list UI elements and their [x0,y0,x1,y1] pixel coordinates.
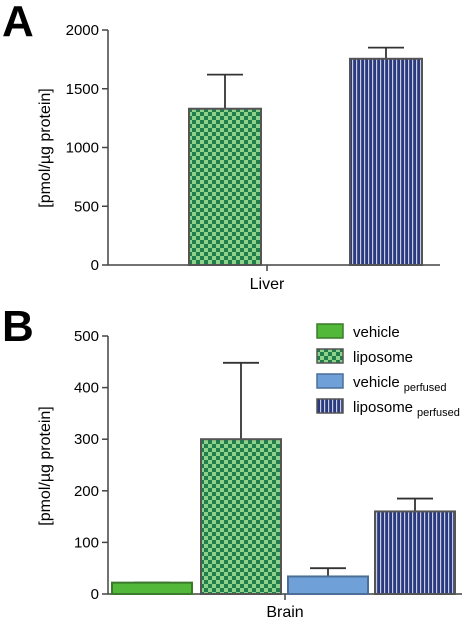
panel-b-bar-vehicle [111,581,193,596]
panel-b-y-tick-label: 200 [74,483,99,500]
panel-a-y-tick-label: 500 [74,198,99,215]
panel-b-legend: vehicle liposome vehicle perfused liposome pe… [316,323,460,419]
panel-a-bar-liposome [188,107,262,266]
panel-b-bar-vehicle-perfused [287,575,369,595]
panel-a-bar-liposome-perfused [349,57,423,266]
panel-b-y-tick-label: 500 [74,328,99,345]
panel-b-y-axis-title: [pmol/µg protein] [37,406,54,526]
legend-label-liposome-perfused: liposome perfused [353,399,460,419]
panel-a-category-label: Liver [250,276,285,293]
panel-a-y-axis-title: [pmol/µg protein] [37,88,54,208]
panel-b-y-tick-label: 0 [91,586,99,603]
legend-label-vehicle-perfused: vehicle perfused [353,374,447,394]
legend-label-liposome: liposome [353,349,413,366]
legend-swatch-vehicle-perfused [316,373,344,389]
panel-b-plot-area: 0 100 200 300 400 500 [74,328,462,603]
panel-a-y-tick-label: 1500 [66,81,99,98]
panel-b-y-tick-label: 300 [74,431,99,448]
panel-a: A [pmol/µg protein] 0 500 1000 1500 2000 Liv… [2,0,440,293]
panel-b-bar-liposome-perfused [374,510,456,595]
legend-subscript: perfused [404,382,447,394]
panel-b: B [pmol/µg protein] 0 100 200 300 400 500 Bra… [2,302,462,621]
panel-a-y-tick-label: 0 [91,257,99,274]
panel-b-bar-liposome [200,438,282,596]
legend-subscript: perfused [417,407,460,419]
panel-a-letter: A [2,0,34,46]
legend-label-vehicle: vehicle [353,324,400,341]
legend-swatch-liposome [316,348,344,364]
panel-b-y-tick-label: 400 [74,380,99,397]
panel-a-y-tick-label: 2000 [66,22,99,39]
legend-swatch-vehicle [316,323,344,339]
panel-b-category-label: Brain [266,604,303,621]
panel-b-letter: B [2,302,34,351]
panel-b-y-tick-label: 100 [74,534,99,551]
panel-a-y-tick-label: 1000 [66,140,99,157]
panel-a-plot-area: 0 500 1000 1500 2000 [66,22,440,274]
legend-swatch-liposome-perfused [316,398,344,414]
